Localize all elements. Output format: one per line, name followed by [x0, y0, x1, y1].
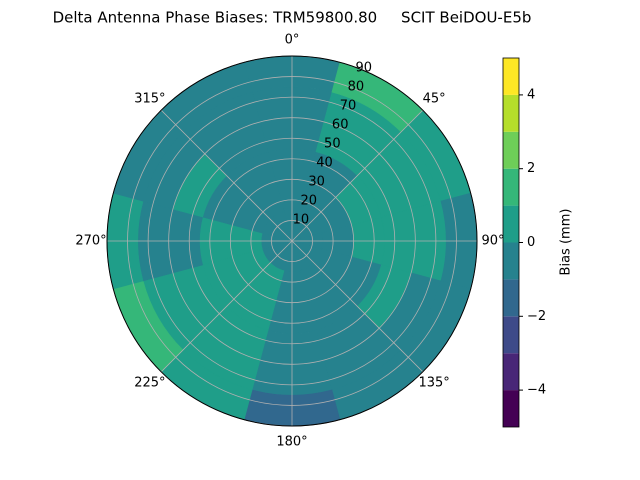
colorbar-band	[503, 205, 519, 243]
radial-tick-label: 90	[356, 61, 373, 76]
angular-tick-label: 90°	[481, 234, 504, 249]
radial-tick-label: 40	[316, 156, 333, 171]
angular-tick-label: 180°	[276, 435, 307, 450]
colorbar-tick-label: 4	[527, 87, 535, 102]
angular-tick-label: 270°	[75, 234, 106, 249]
angular-tick-label: 315°	[134, 91, 165, 106]
angular-grid-line	[160, 109, 293, 242]
chart-title: Delta Antenna Phase Biases: TRM59800.80 …	[53, 9, 532, 27]
colorbar-band	[503, 94, 519, 132]
colorbar-band	[503, 279, 519, 317]
colorbar-band	[503, 316, 519, 354]
angular-grid-line	[291, 109, 424, 242]
colorbar-band	[503, 168, 519, 206]
radial-tick-label: 70	[340, 99, 357, 114]
colorbar-band	[503, 131, 519, 169]
angular-tick-label: 0°	[285, 33, 300, 48]
radial-tick-label: 30	[308, 175, 325, 190]
radial-tick-label: 10	[293, 213, 310, 228]
colorbar-tick-label: −4	[527, 383, 546, 398]
colorbar-band	[503, 390, 519, 427]
angular-grid-line	[160, 240, 293, 373]
colorbar-tick-label: 0	[527, 235, 535, 250]
radial-tick-label: 50	[324, 137, 341, 152]
radial-tick-label: 60	[332, 118, 349, 133]
radial-tick-label: 20	[300, 194, 317, 209]
colorbar-band	[503, 242, 519, 280]
colorbar-band	[503, 353, 519, 391]
colorbar-tick-label: 2	[527, 161, 535, 176]
radial-tick-label: 80	[348, 80, 365, 95]
colorbar-tick-label: −2	[527, 309, 546, 324]
angular-tick-label: 135°	[418, 376, 449, 391]
angular-tick-label: 225°	[134, 376, 165, 391]
colorbar-band	[503, 58, 519, 95]
angular-grid-line	[291, 240, 424, 373]
colorbar-label: Bias (mm)	[559, 209, 574, 276]
angular-tick-label: 45°	[423, 91, 446, 106]
polar-frame	[106, 55, 478, 427]
